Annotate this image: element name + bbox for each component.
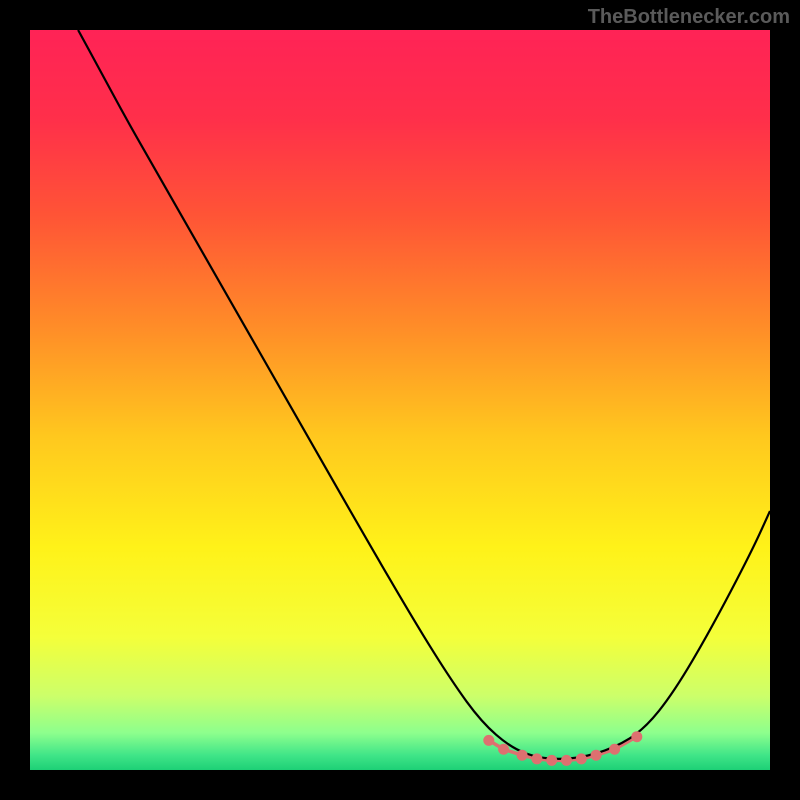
chart-area [30,30,770,770]
chart-svg [30,30,770,770]
bottleneck-curve [78,30,770,759]
marker-dots [483,731,642,766]
watermark-text: TheBottlenecker.com [588,6,790,29]
